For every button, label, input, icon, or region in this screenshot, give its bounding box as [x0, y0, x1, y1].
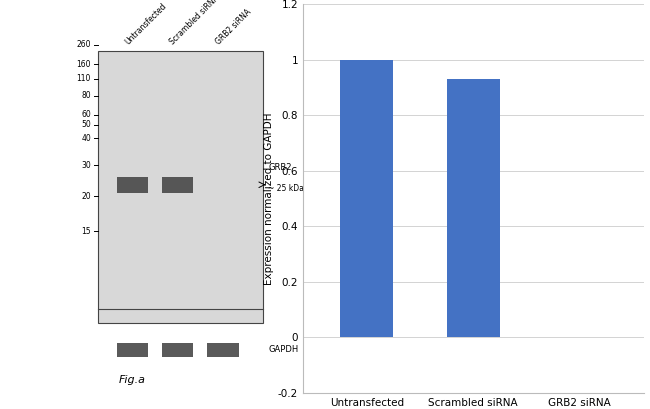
Text: 80: 80	[81, 91, 91, 100]
Text: Fig.a: Fig.a	[119, 375, 146, 385]
Text: GRB2: GRB2	[268, 163, 292, 172]
Text: Untransfected: Untransfected	[123, 2, 168, 47]
Bar	[116, 177, 148, 193]
Bar	[98, 51, 263, 323]
Text: ~ 25 kDa: ~ 25 kDa	[268, 184, 304, 193]
Text: 110: 110	[77, 74, 91, 83]
Bar	[340, 60, 393, 337]
Bar	[207, 343, 239, 357]
Text: 50: 50	[81, 120, 91, 129]
Text: Scrambled siRNA: Scrambled siRNA	[168, 0, 221, 47]
Text: GRB2 siRNA: GRB2 siRNA	[214, 8, 253, 47]
Text: GAPDH: GAPDH	[268, 345, 298, 355]
Y-axis label: Expression normalized to GAPDH: Expression normalized to GAPDH	[264, 112, 274, 285]
Text: 260: 260	[77, 40, 91, 49]
Bar	[162, 177, 193, 193]
Text: 60: 60	[81, 110, 91, 119]
Bar	[116, 343, 148, 357]
Text: 20: 20	[81, 192, 91, 201]
Text: 160: 160	[77, 60, 91, 69]
Bar	[162, 343, 193, 357]
Text: 30: 30	[81, 161, 91, 170]
Text: 40: 40	[81, 134, 91, 143]
Text: 15: 15	[81, 227, 91, 236]
Bar	[447, 79, 500, 337]
